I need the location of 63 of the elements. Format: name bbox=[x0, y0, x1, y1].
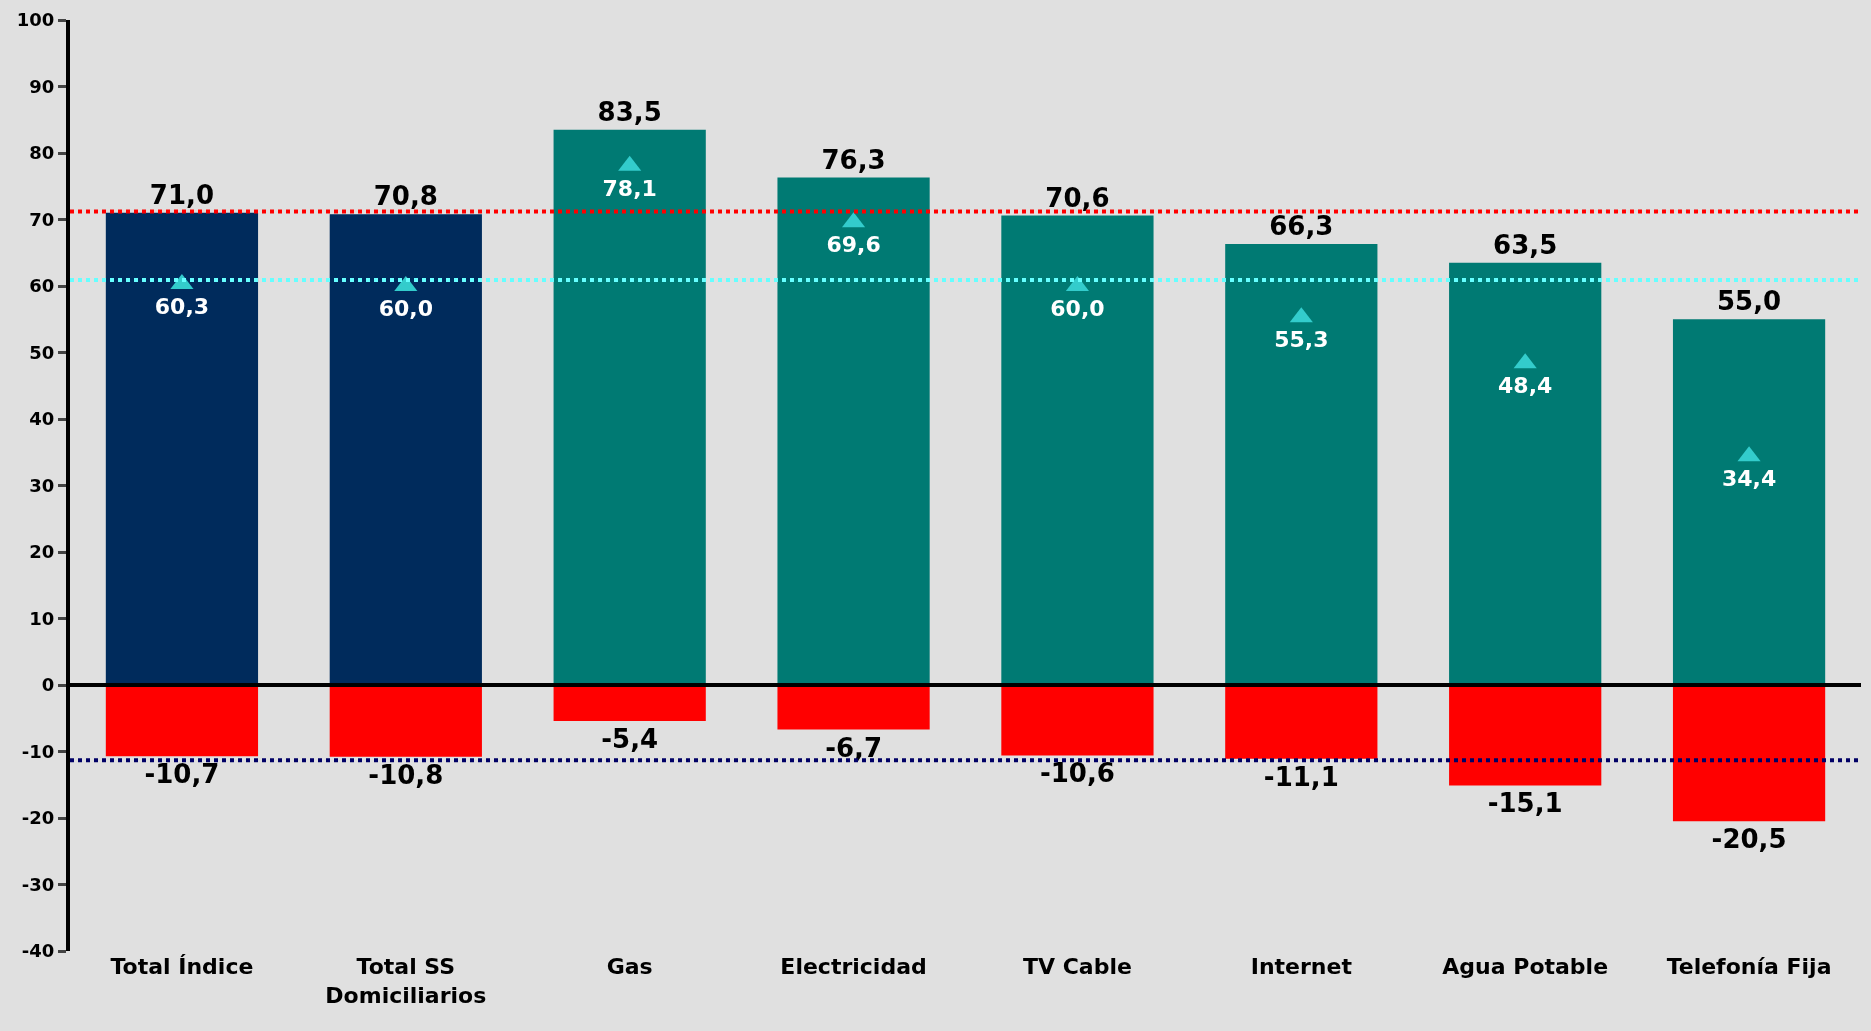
y-tick-label: 90 bbox=[29, 75, 55, 97]
data-label: -10,8 bbox=[368, 759, 444, 790]
bar bbox=[1449, 685, 1602, 786]
bar bbox=[1672, 685, 1826, 822]
data-label: 69,6 bbox=[826, 232, 881, 258]
data-label: 63,5 bbox=[1493, 229, 1558, 260]
data-label: 34,4 bbox=[1721, 466, 1777, 492]
y-tick-label: 0 bbox=[41, 674, 55, 696]
data-label: 78,1 bbox=[602, 175, 657, 201]
x-tick-label: Total SS Domiciliarios bbox=[325, 954, 487, 1008]
bar bbox=[1225, 685, 1378, 759]
data-label: -11,1 bbox=[1263, 761, 1339, 792]
x-tick-label: TV Cable bbox=[1022, 954, 1132, 979]
data-label: 60,0 bbox=[378, 296, 433, 321]
y-tick-label: 100 bbox=[16, 9, 55, 31]
y-tick-label: 30 bbox=[29, 474, 55, 496]
data-label: -5,4 bbox=[601, 723, 659, 754]
bar bbox=[1225, 244, 1378, 685]
bar bbox=[1001, 215, 1154, 685]
data-label: -6,7 bbox=[825, 732, 882, 763]
bar bbox=[1672, 319, 1826, 685]
bar bbox=[777, 177, 930, 685]
data-label: 76,3 bbox=[821, 144, 886, 175]
data-label: -10,7 bbox=[144, 759, 220, 790]
y-tick-label: 20 bbox=[29, 541, 55, 563]
x-tick-label: Agua Potable bbox=[1442, 954, 1609, 979]
bar bbox=[105, 685, 259, 757]
data-label: 70,8 bbox=[373, 181, 438, 212]
data-label: 66,3 bbox=[1269, 211, 1334, 242]
data-label: 60,0 bbox=[1050, 296, 1105, 321]
data-label: 48,4 bbox=[1498, 373, 1553, 399]
y-tick-label: -40 bbox=[21, 940, 55, 962]
data-label: 83,5 bbox=[597, 96, 662, 127]
y-tick-label: -10 bbox=[21, 740, 55, 762]
y-tick-label: 80 bbox=[29, 142, 55, 164]
bar bbox=[105, 212, 259, 685]
y-tick-label: -20 bbox=[21, 807, 55, 829]
x-tick-label: Gas bbox=[606, 954, 653, 979]
bar bbox=[1001, 685, 1154, 756]
data-label: 71,0 bbox=[149, 179, 215, 210]
data-label: -10,6 bbox=[1039, 758, 1115, 789]
y-tick-label: 70 bbox=[29, 208, 55, 230]
x-tick-label: Electricidad bbox=[780, 954, 927, 979]
data-label: 60,3 bbox=[154, 294, 210, 320]
bar bbox=[329, 685, 482, 757]
x-tick-label: Total Índice bbox=[110, 954, 254, 979]
y-tick-label: 50 bbox=[29, 341, 55, 363]
x-tick-label: Internet bbox=[1250, 954, 1353, 979]
bar bbox=[553, 129, 706, 685]
y-tick-label: 40 bbox=[29, 408, 55, 430]
y-tick-label: 60 bbox=[29, 275, 55, 297]
bar bbox=[329, 214, 482, 685]
y-tick-label: 10 bbox=[29, 607, 55, 629]
data-label: 55,3 bbox=[1274, 327, 1329, 353]
data-label: 70,6 bbox=[1045, 182, 1110, 213]
bar bbox=[777, 685, 930, 730]
bar bbox=[1449, 262, 1602, 685]
data-label: 55,0 bbox=[1716, 286, 1782, 317]
data-label: -20,5 bbox=[1711, 824, 1787, 855]
bar bbox=[553, 685, 706, 721]
x-tick-label: Telefonía Fija bbox=[1666, 954, 1832, 979]
y-tick-label: -30 bbox=[21, 873, 55, 895]
data-label: -15,1 bbox=[1487, 788, 1563, 819]
